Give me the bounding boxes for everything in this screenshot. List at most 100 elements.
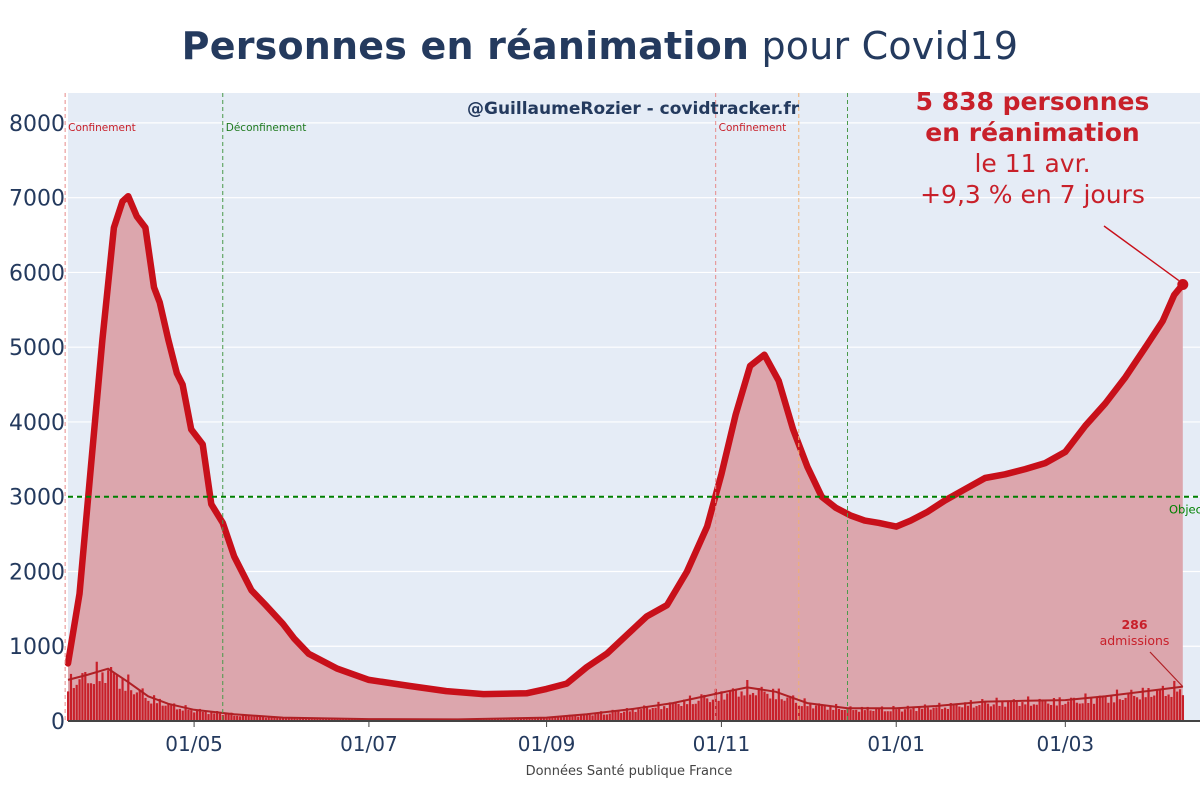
admissions-bar	[1038, 698, 1041, 721]
admissions-bar	[989, 706, 992, 721]
admissions-bar	[645, 707, 649, 721]
admissions-bar	[218, 713, 222, 721]
admissions-bar	[837, 708, 841, 721]
admissions-bar	[127, 674, 130, 721]
admissions-bar	[310, 718, 313, 721]
admissions-bar	[579, 714, 583, 721]
admissions-bar	[992, 704, 995, 721]
admissions-bar	[617, 711, 620, 721]
admissions-bar	[181, 710, 184, 721]
admissions-bar	[620, 713, 623, 721]
admissions-bar	[213, 713, 216, 721]
admissions-bar	[628, 711, 631, 721]
admissions-bar	[1173, 680, 1176, 721]
admissions-bar	[677, 703, 680, 721]
admissions-bar	[832, 709, 835, 721]
admissions-bar	[539, 717, 543, 721]
admissions-bar	[201, 711, 204, 721]
admissions-bar	[703, 694, 706, 721]
admissions-bar	[1061, 704, 1064, 721]
admissions-bar	[107, 670, 110, 721]
admissions-bar	[958, 706, 961, 721]
admissions-bar	[534, 718, 537, 721]
admissions-bar	[608, 713, 611, 721]
admissions-bar	[167, 703, 170, 721]
admissions-bar	[1015, 701, 1018, 721]
admissions-bar	[514, 718, 517, 721]
admissions-bar	[115, 675, 118, 721]
admissions-bar	[835, 703, 838, 721]
admissions-bar	[152, 695, 156, 721]
admissions-bar	[731, 688, 735, 721]
admissions-bar	[895, 709, 898, 721]
admissions-bar	[121, 678, 124, 721]
admissions-bars	[67, 661, 1185, 721]
admissions-bar	[184, 705, 187, 721]
admissions-bar	[918, 707, 921, 721]
admissions-bar	[929, 709, 932, 721]
admissions-bar	[516, 718, 520, 721]
admissions-bar	[723, 699, 726, 721]
admissions-bar	[1167, 694, 1170, 721]
admissions-bar	[1161, 685, 1164, 721]
admissions-bar	[1044, 701, 1047, 721]
admissions-bar	[668, 702, 672, 721]
admissions-bar	[276, 717, 279, 721]
admissions-bar	[708, 702, 712, 721]
admissions-bar	[720, 691, 723, 721]
admissions-bar	[706, 698, 709, 721]
admissions-bar	[1107, 702, 1110, 721]
admissions-bar	[900, 711, 904, 721]
admissions-bar	[952, 705, 955, 721]
admissions-bar	[737, 696, 740, 721]
admissions-bar	[1032, 704, 1035, 721]
admissions-bar	[686, 704, 689, 721]
admissions-bar	[193, 712, 196, 721]
admissions-bar	[505, 718, 508, 721]
admissions-bar	[889, 711, 892, 721]
admissions-bar	[204, 711, 207, 721]
admissions-bar	[250, 716, 253, 721]
admissions-line	[67, 667, 1183, 721]
admissions-bar	[301, 718, 305, 721]
admissions-bar	[734, 689, 737, 721]
admissions-bar	[878, 708, 881, 721]
admissions-bar	[694, 703, 697, 721]
admissions-bar	[611, 709, 614, 721]
admissions-bar	[1130, 689, 1133, 721]
admissions-arrow	[1149, 651, 1184, 688]
admissions-bar	[551, 717, 554, 721]
admissions-bar	[892, 705, 895, 721]
admissions-bar	[238, 716, 242, 721]
admissions-bar	[1081, 703, 1084, 721]
admissions-bar	[852, 710, 855, 721]
admissions-bar	[313, 718, 316, 721]
admissions-bar	[256, 715, 259, 721]
admissions-annotation: 286 admissions	[1092, 617, 1177, 649]
admissions-bar	[634, 711, 637, 721]
admissions-bar	[717, 700, 720, 721]
admissions-bar	[597, 713, 600, 721]
admissions-bar	[87, 683, 90, 721]
admissions-bar	[986, 703, 990, 721]
admissions-bar	[72, 688, 75, 721]
admissions-bar	[75, 684, 78, 721]
admissions-bar	[548, 717, 551, 721]
admissions-bar	[124, 690, 127, 721]
admissions-bar	[336, 718, 339, 721]
admissions-bar	[1110, 696, 1113, 721]
admissions-bar	[290, 718, 293, 721]
admissions-bar	[1075, 702, 1078, 721]
admissions-bar	[711, 699, 715, 721]
admissions-bar	[81, 673, 84, 721]
admissions-bar	[92, 684, 95, 721]
admissions-bar	[161, 705, 164, 721]
admissions-bar	[1092, 703, 1096, 721]
admissions-bar	[1004, 706, 1007, 721]
admissions-bar	[1118, 699, 1121, 721]
admissions-bar	[485, 718, 488, 721]
admissions-bar	[1150, 696, 1153, 721]
admissions-bar	[657, 701, 660, 721]
admissions-bar	[903, 709, 907, 721]
